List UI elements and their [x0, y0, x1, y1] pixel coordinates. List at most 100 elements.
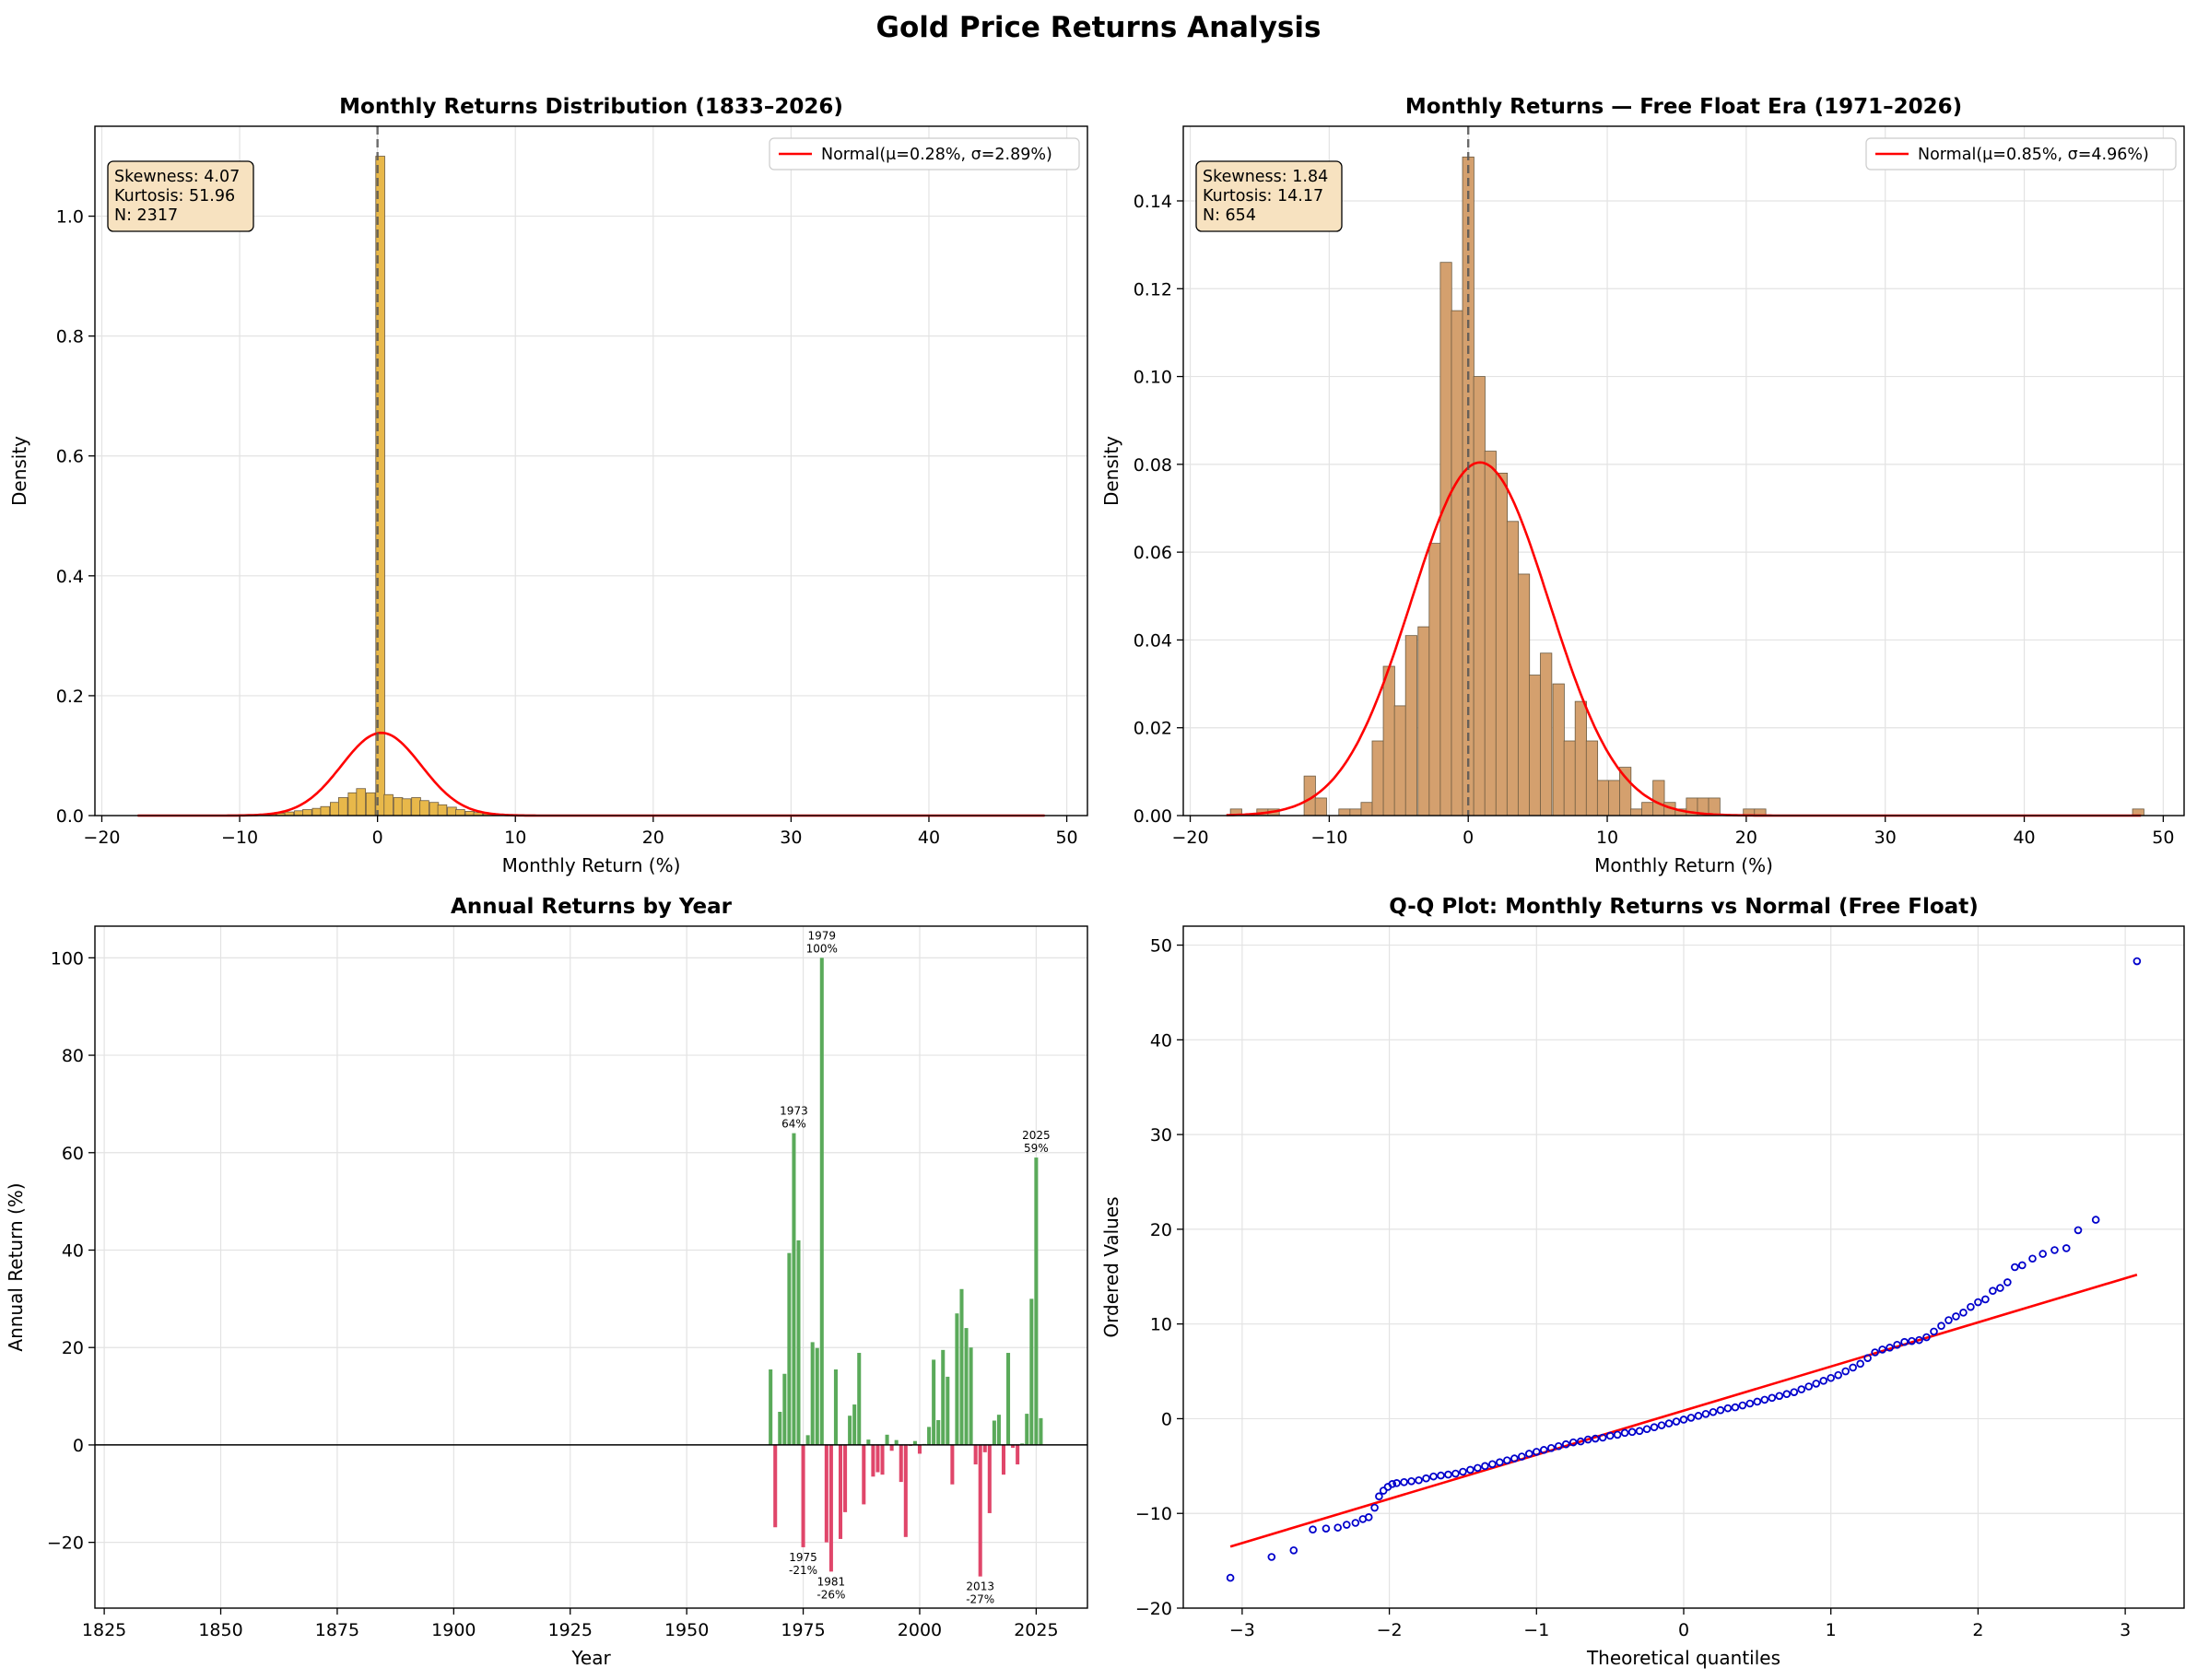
histogram-bar: [1382, 665, 1395, 817]
qq-point: [2011, 1263, 2019, 1272]
annual-return-bar: [912, 1440, 917, 1445]
annual-return-bar: [843, 1444, 848, 1512]
x-axis-label: Theoretical quantiles: [1586, 1647, 1780, 1669]
qq-point: [1422, 1474, 1430, 1483]
annual-return-bar: [946, 1376, 950, 1445]
annual-return-bar: [792, 1133, 796, 1445]
histogram-bar: [1607, 780, 1621, 817]
annual-return-bar: [1020, 1443, 1025, 1445]
histogram-bar: [1417, 626, 1430, 817]
annual-return-bar: [773, 1444, 778, 1528]
annual-return-bar: [1016, 1444, 1020, 1465]
qq-point: [1407, 1476, 1416, 1486]
y-axis-label: Density: [1100, 436, 1122, 506]
annual-return-bar: [880, 1444, 885, 1475]
histogram-bar: [1428, 543, 1441, 817]
x-tick-label: 10: [504, 828, 526, 848]
histogram-bar: [1563, 740, 1576, 817]
qq-point: [1539, 1446, 1548, 1454]
annual-return-bar: [805, 1435, 810, 1445]
qq-point: [1753, 1397, 1762, 1406]
histogram-bar: [1596, 780, 1610, 817]
annual-return-bar: [955, 1313, 959, 1445]
y-tick-label: 80: [62, 1046, 84, 1066]
annotation-year: 2025: [1022, 1129, 1051, 1142]
annual-return-bar: [852, 1404, 857, 1445]
qq-point: [1459, 1467, 1467, 1476]
annotation-value: 100%: [806, 942, 838, 955]
annual-return-bar: [959, 1288, 964, 1445]
qq-point: [2028, 1254, 2037, 1263]
x-tick-label: −3: [1229, 1620, 1255, 1640]
qq-point: [1568, 1438, 1578, 1447]
y-tick-label: −20: [1135, 1599, 1172, 1619]
qq-point: [1856, 1359, 1864, 1369]
y-tick-label: 0.6: [56, 447, 84, 467]
qq-point: [1496, 1458, 1504, 1467]
qq-point: [1364, 1513, 1373, 1521]
qq-point: [1760, 1395, 1769, 1404]
annual-return-bar: [889, 1444, 894, 1451]
annual-return-bar: [899, 1444, 903, 1483]
qq-point: [1620, 1428, 1629, 1438]
x-tick-label: 3: [2120, 1620, 2131, 1640]
y-tick-label: 100: [51, 948, 84, 969]
annual-returns-panel: 1825 1850 1875 1900 1925 1950 1975 2000 2025 −20 0…: [5, 895, 1088, 1669]
qq-point: [1333, 1523, 1342, 1532]
y-tick-label: −10: [1135, 1504, 1172, 1524]
chart-title: Annual Returns by Year: [451, 895, 733, 919]
qq-point: [1226, 1573, 1235, 1582]
qq-point: [1351, 1519, 1360, 1527]
histogram-bar: [383, 793, 394, 817]
y-tick-label: 0.8: [56, 327, 84, 347]
annual-return-bar: [810, 1342, 815, 1445]
y-tick-label: 0.4: [56, 567, 84, 587]
annual-return-bar: [927, 1427, 932, 1445]
annual-return-bar: [875, 1444, 880, 1473]
qq-point: [1657, 1421, 1666, 1429]
qq-point: [2003, 1278, 2012, 1286]
y-tick-label: 10: [1150, 1315, 1172, 1335]
histogram-bar: [1708, 797, 1721, 817]
annual-return-bar: [1029, 1298, 1034, 1445]
legend-box: [769, 137, 1080, 170]
annotation-year: 1973: [780, 1105, 808, 1118]
annual-return-bar: [973, 1444, 978, 1465]
x-tick-label: 1950: [664, 1620, 709, 1640]
qq-point: [1400, 1478, 1408, 1486]
annual-return-bar: [917, 1444, 922, 1454]
histogram-bar: [1552, 683, 1565, 817]
x-tick-label: 40: [918, 828, 940, 848]
annual-return-bar: [950, 1444, 955, 1485]
qq-point: [1375, 1492, 1383, 1501]
y-tick-label: 0: [1161, 1409, 1172, 1429]
annual-return-bar: [1011, 1444, 1016, 1449]
qq-point: [1546, 1444, 1556, 1452]
histogram-bar: [1506, 521, 1520, 817]
annual-return-bar: [787, 1252, 792, 1445]
histogram-bar: [455, 809, 465, 817]
histogram-bar: [1484, 451, 1497, 817]
qq-point: [1650, 1423, 1659, 1431]
qq-point: [1709, 1407, 1718, 1416]
qq-point: [1701, 1410, 1710, 1418]
stats-box: [1195, 160, 1343, 232]
annotation-value: -27%: [966, 1593, 994, 1606]
histogram-bar: [1619, 767, 1632, 817]
histogram-bar: [375, 156, 385, 817]
qq-point: [1379, 1486, 1388, 1495]
annual-return-bar: [894, 1439, 899, 1445]
qq-point: [1908, 1336, 1916, 1345]
qq-point: [1605, 1431, 1615, 1440]
histogram-bar: [1360, 802, 1373, 817]
y-tick-label: 0.02: [1134, 719, 1172, 739]
histogram-bar: [419, 800, 429, 817]
annual-return-bar: [1006, 1353, 1011, 1445]
histogram-bar: [1641, 802, 1654, 817]
histogram-bar: [1349, 808, 1362, 817]
histogram-bar: [337, 797, 348, 817]
qq-point: [1642, 1425, 1651, 1434]
annotation-value: 59%: [1024, 1142, 1049, 1155]
qq-point: [1878, 1345, 1886, 1354]
